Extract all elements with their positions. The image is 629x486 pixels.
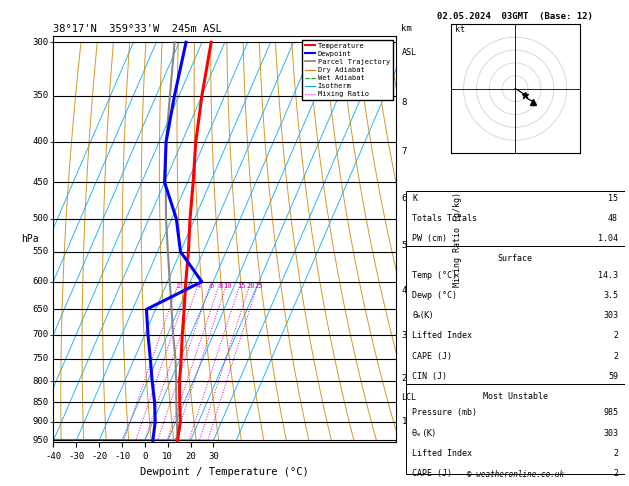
Text: km: km xyxy=(401,24,412,33)
Text: 3.5: 3.5 xyxy=(603,291,618,300)
Text: © weatheronline.co.uk: © weatheronline.co.uk xyxy=(467,470,564,479)
Text: 985: 985 xyxy=(603,408,618,417)
Text: 8: 8 xyxy=(401,98,407,107)
Text: 20: 20 xyxy=(247,283,255,289)
Text: 650: 650 xyxy=(32,305,48,314)
Text: 303: 303 xyxy=(603,311,618,320)
Text: CIN (J): CIN (J) xyxy=(412,372,447,381)
Text: 15: 15 xyxy=(237,283,245,289)
Text: 800: 800 xyxy=(32,377,48,385)
Text: K: K xyxy=(412,193,417,203)
Text: θₑ(K): θₑ(K) xyxy=(412,311,433,320)
Text: Mixing Ratio (g/kg): Mixing Ratio (g/kg) xyxy=(454,192,462,287)
Text: 15: 15 xyxy=(608,193,618,203)
Text: LCL: LCL xyxy=(401,393,416,401)
Text: 550: 550 xyxy=(32,247,48,256)
Text: 303: 303 xyxy=(603,429,618,438)
Text: 1: 1 xyxy=(401,417,407,426)
X-axis label: Dewpoint / Temperature (°C): Dewpoint / Temperature (°C) xyxy=(140,467,309,477)
Text: 850: 850 xyxy=(32,398,48,406)
Text: kt: kt xyxy=(455,25,465,34)
Text: 6: 6 xyxy=(401,194,407,203)
Text: hPa: hPa xyxy=(21,234,38,244)
Bar xyxy=(406,191,625,474)
Text: 400: 400 xyxy=(32,137,48,146)
Text: 4: 4 xyxy=(401,286,407,295)
Text: 2: 2 xyxy=(613,449,618,458)
Text: 2: 2 xyxy=(177,283,181,289)
Text: 3: 3 xyxy=(188,283,192,289)
Text: 350: 350 xyxy=(32,91,48,100)
Text: 25: 25 xyxy=(254,283,263,289)
Text: 1.04: 1.04 xyxy=(598,234,618,243)
Text: 600: 600 xyxy=(32,277,48,286)
Text: 14.3: 14.3 xyxy=(598,271,618,279)
Text: 750: 750 xyxy=(32,354,48,364)
Text: 700: 700 xyxy=(32,330,48,339)
Text: 950: 950 xyxy=(32,436,48,445)
Text: 38°17'N  359°33'W  245m ASL: 38°17'N 359°33'W 245m ASL xyxy=(53,24,222,35)
Text: 7: 7 xyxy=(401,146,407,156)
Text: CAPE (J): CAPE (J) xyxy=(412,352,452,361)
Text: 8: 8 xyxy=(218,283,223,289)
Text: 5: 5 xyxy=(401,241,407,250)
Text: 2: 2 xyxy=(613,469,618,478)
Text: ASL: ASL xyxy=(401,48,416,57)
Text: 2: 2 xyxy=(613,331,618,340)
Text: Surface: Surface xyxy=(498,254,533,263)
Text: PW (cm): PW (cm) xyxy=(412,234,447,243)
Text: 3: 3 xyxy=(401,331,407,340)
Text: 4: 4 xyxy=(197,283,201,289)
Text: 500: 500 xyxy=(32,214,48,223)
Text: 6: 6 xyxy=(209,283,213,289)
Text: 10: 10 xyxy=(223,283,231,289)
Text: 02.05.2024  03GMT  (Base: 12): 02.05.2024 03GMT (Base: 12) xyxy=(437,12,593,21)
Text: Temp (°C): Temp (°C) xyxy=(412,271,457,279)
Text: 48: 48 xyxy=(608,214,618,223)
Text: θₑ (K): θₑ (K) xyxy=(412,429,435,438)
Text: Lifted Index: Lifted Index xyxy=(412,449,472,458)
Legend: Temperature, Dewpoint, Parcel Trajectory, Dry Adiabat, Wet Adiabat, Isotherm, Mi: Temperature, Dewpoint, Parcel Trajectory… xyxy=(302,40,392,100)
Text: Totals Totals: Totals Totals xyxy=(412,214,477,223)
Text: Pressure (mb): Pressure (mb) xyxy=(412,408,477,417)
Text: 300: 300 xyxy=(32,38,48,47)
Text: CAPE (J): CAPE (J) xyxy=(412,469,452,478)
Text: Lifted Index: Lifted Index xyxy=(412,331,472,340)
Text: 59: 59 xyxy=(608,372,618,381)
Text: 2: 2 xyxy=(613,352,618,361)
Text: 450: 450 xyxy=(32,178,48,187)
Text: 900: 900 xyxy=(32,417,48,426)
Text: 2: 2 xyxy=(401,374,407,383)
Text: Most Unstable: Most Unstable xyxy=(482,392,548,401)
Text: Dewp (°C): Dewp (°C) xyxy=(412,291,457,300)
